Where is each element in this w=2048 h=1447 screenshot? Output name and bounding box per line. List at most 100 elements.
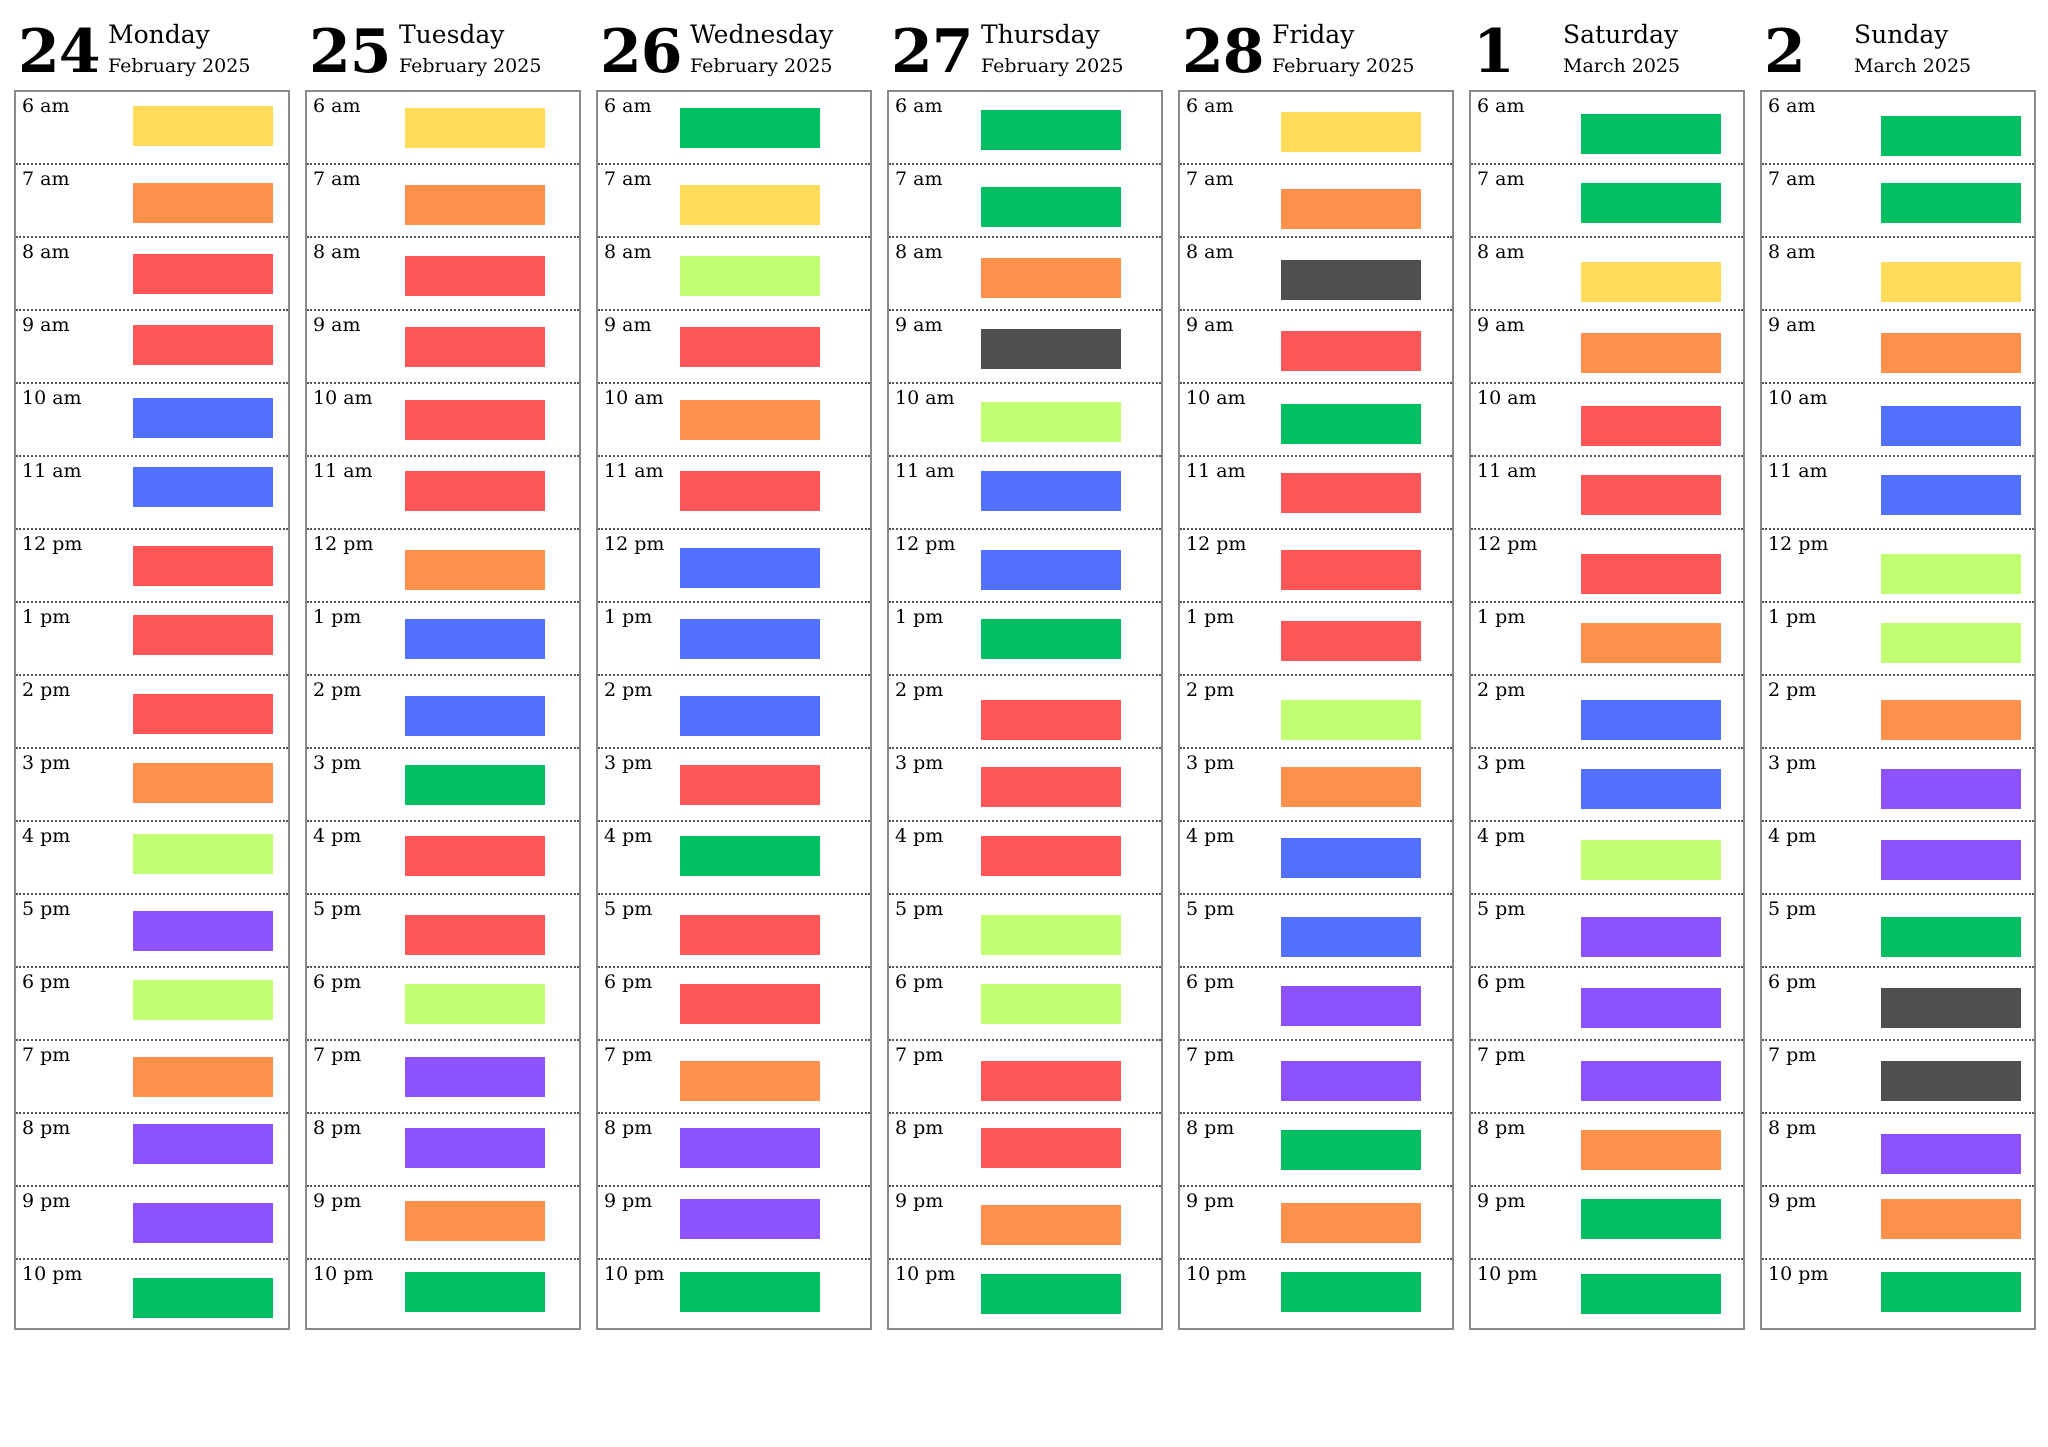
event-block[interactable] (133, 398, 273, 438)
event-block[interactable] (1281, 986, 1421, 1026)
event-block[interactable] (405, 765, 545, 805)
event-block[interactable] (1281, 1203, 1421, 1243)
hour-slot[interactable]: 7 am (889, 165, 1161, 238)
event-block[interactable] (680, 836, 820, 876)
hour-slot[interactable]: 7 pm (889, 1041, 1161, 1114)
hour-slot[interactable]: 9 pm (598, 1187, 870, 1260)
event-block[interactable] (1881, 554, 2021, 594)
event-block[interactable] (981, 619, 1121, 659)
hour-slot[interactable]: 9 pm (307, 1187, 579, 1260)
event-block[interactable] (133, 1124, 273, 1164)
hour-slot[interactable]: 8 pm (307, 1114, 579, 1187)
hour-slot[interactable]: 6 pm (1471, 968, 1743, 1041)
event-block[interactable] (1881, 262, 2021, 302)
hour-slot[interactable]: 7 am (307, 165, 579, 238)
hour-slot[interactable]: 6 am (1762, 92, 2034, 165)
hour-slot[interactable]: 9 am (16, 311, 288, 384)
event-block[interactable] (1281, 404, 1421, 444)
event-block[interactable] (981, 1205, 1121, 1245)
event-block[interactable] (1281, 1130, 1421, 1170)
hour-slot[interactable]: 6 am (598, 92, 870, 165)
hour-slot[interactable]: 2 pm (598, 676, 870, 749)
event-block[interactable] (680, 696, 820, 736)
event-block[interactable] (680, 1272, 820, 1312)
event-block[interactable] (133, 183, 273, 223)
event-block[interactable] (133, 325, 273, 365)
hour-slot[interactable]: 3 pm (307, 749, 579, 822)
event-block[interactable] (133, 980, 273, 1020)
hour-slot[interactable]: 4 pm (1471, 822, 1743, 895)
event-block[interactable] (981, 915, 1121, 955)
hour-slot[interactable]: 5 pm (1762, 895, 2034, 968)
hour-slot[interactable]: 7 pm (598, 1041, 870, 1114)
hour-slot[interactable]: 9 am (889, 311, 1161, 384)
hour-slot[interactable]: 7 am (1180, 165, 1452, 238)
hour-slot[interactable]: 10 am (1762, 384, 2034, 457)
hour-slot[interactable]: 10 pm (16, 1260, 288, 1333)
event-block[interactable] (1581, 988, 1721, 1028)
event-block[interactable] (1581, 114, 1721, 154)
hour-slot[interactable]: 8 am (889, 238, 1161, 311)
hour-slot[interactable]: 3 pm (16, 749, 288, 822)
event-block[interactable] (680, 548, 820, 588)
event-block[interactable] (1281, 260, 1421, 300)
event-block[interactable] (1881, 1061, 2021, 1101)
event-block[interactable] (405, 984, 545, 1024)
hour-slot[interactable]: 6 am (16, 92, 288, 165)
event-block[interactable] (981, 984, 1121, 1024)
event-block[interactable] (1881, 116, 2021, 156)
event-block[interactable] (1281, 621, 1421, 661)
event-block[interactable] (680, 1061, 820, 1101)
event-block[interactable] (405, 185, 545, 225)
hour-slot[interactable]: 5 pm (889, 895, 1161, 968)
event-block[interactable] (1881, 333, 2021, 373)
hour-slot[interactable]: 8 pm (889, 1114, 1161, 1187)
event-block[interactable] (1881, 1134, 2021, 1174)
event-block[interactable] (1281, 473, 1421, 513)
event-block[interactable] (405, 915, 545, 955)
event-block[interactable] (981, 767, 1121, 807)
hour-slot[interactable]: 1 pm (1471, 603, 1743, 676)
event-block[interactable] (981, 471, 1121, 511)
hour-slot[interactable]: 4 pm (307, 822, 579, 895)
event-block[interactable] (133, 254, 273, 294)
event-block[interactable] (133, 546, 273, 586)
hour-slot[interactable]: 11 am (307, 457, 579, 530)
hour-slot[interactable]: 6 am (889, 92, 1161, 165)
event-block[interactable] (981, 1128, 1121, 1168)
event-block[interactable] (680, 915, 820, 955)
hour-slot[interactable]: 10 am (1180, 384, 1452, 457)
hour-slot[interactable]: 7 pm (1471, 1041, 1743, 1114)
event-block[interactable] (680, 471, 820, 511)
event-block[interactable] (1581, 333, 1721, 373)
event-block[interactable] (405, 1272, 545, 1312)
event-block[interactable] (405, 327, 545, 367)
hour-slot[interactable]: 10 pm (598, 1260, 870, 1333)
hour-slot[interactable]: 12 pm (1180, 530, 1452, 603)
hour-slot[interactable]: 9 pm (1471, 1187, 1743, 1260)
hour-slot[interactable]: 12 pm (889, 530, 1161, 603)
event-block[interactable] (1281, 767, 1421, 807)
event-block[interactable] (680, 108, 820, 148)
event-block[interactable] (1281, 331, 1421, 371)
hour-slot[interactable]: 2 pm (16, 676, 288, 749)
event-block[interactable] (981, 402, 1121, 442)
hour-slot[interactable]: 8 am (16, 238, 288, 311)
hour-slot[interactable]: 4 pm (889, 822, 1161, 895)
hour-slot[interactable]: 10 am (598, 384, 870, 457)
hour-slot[interactable]: 1 pm (598, 603, 870, 676)
event-block[interactable] (1281, 189, 1421, 229)
event-block[interactable] (1581, 1274, 1721, 1314)
event-block[interactable] (133, 834, 273, 874)
event-block[interactable] (133, 1278, 273, 1318)
event-block[interactable] (405, 1057, 545, 1097)
event-block[interactable] (1581, 475, 1721, 515)
event-block[interactable] (680, 327, 820, 367)
event-block[interactable] (1881, 917, 2021, 957)
event-block[interactable] (981, 329, 1121, 369)
hour-slot[interactable]: 3 pm (598, 749, 870, 822)
hour-slot[interactable]: 6 pm (598, 968, 870, 1041)
event-block[interactable] (133, 1203, 273, 1243)
hour-slot[interactable]: 8 am (307, 238, 579, 311)
event-block[interactable] (405, 1201, 545, 1241)
